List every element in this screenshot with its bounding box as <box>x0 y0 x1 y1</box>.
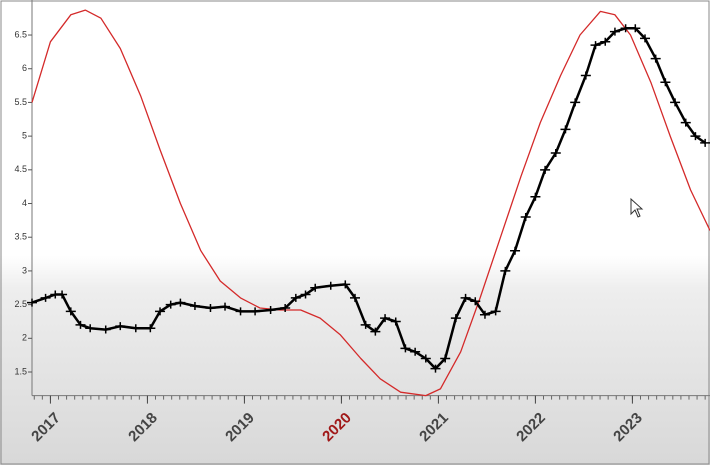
marker <box>189 301 200 310</box>
marker <box>609 27 620 36</box>
marker <box>205 303 216 312</box>
marker <box>325 281 336 290</box>
marker <box>380 314 391 323</box>
y-tick-label: 4.5 <box>14 164 27 174</box>
marker <box>349 293 360 302</box>
marker <box>670 98 681 107</box>
marker <box>440 354 451 363</box>
y-tick-label: 6.5 <box>14 29 27 39</box>
marker <box>370 327 381 336</box>
marker <box>300 290 311 299</box>
marker <box>490 307 501 316</box>
marker <box>540 165 551 174</box>
marker <box>310 283 321 292</box>
marker <box>530 192 541 201</box>
marker <box>57 290 68 299</box>
marker <box>500 266 511 275</box>
marker <box>265 306 276 315</box>
marker <box>660 78 671 87</box>
marker <box>560 125 571 134</box>
marker <box>700 138 710 147</box>
marker <box>100 325 111 334</box>
y-tick-label: 6 <box>22 63 27 73</box>
marker <box>340 280 351 289</box>
y-tick-label: 2 <box>22 333 27 343</box>
marker <box>690 132 701 141</box>
marker <box>175 298 186 307</box>
line <box>31 9 710 397</box>
marker <box>145 324 156 333</box>
marker <box>430 364 441 373</box>
marker <box>600 37 611 46</box>
marker <box>410 347 421 356</box>
marker <box>75 320 86 329</box>
marker <box>650 54 661 63</box>
marker <box>290 293 301 302</box>
marker <box>640 34 651 43</box>
marker <box>420 354 431 363</box>
marker <box>510 246 521 255</box>
marker <box>85 324 96 333</box>
marker <box>680 118 691 127</box>
marker <box>570 98 581 107</box>
marker <box>130 324 141 333</box>
marker <box>630 24 641 33</box>
y-tick-label: 5.5 <box>14 97 27 107</box>
marker <box>400 344 411 353</box>
marker <box>460 293 471 302</box>
marker <box>165 300 176 309</box>
marker <box>220 302 231 311</box>
marker <box>280 303 291 312</box>
marker <box>40 293 51 302</box>
marker <box>590 41 601 50</box>
y-tick-label: 1.5 <box>14 366 27 376</box>
marker <box>520 212 531 221</box>
y-tick-label: 5 <box>22 130 27 140</box>
marker <box>470 297 481 306</box>
marker <box>115 322 126 331</box>
y-tick-label: 4 <box>22 198 27 208</box>
marker <box>235 307 246 316</box>
marker <box>390 317 401 326</box>
y-tick-label: 3 <box>22 265 27 275</box>
marker <box>155 307 166 316</box>
marker <box>450 314 461 323</box>
marker <box>360 320 371 329</box>
marker <box>620 24 631 33</box>
mouse-cursor <box>630 197 644 218</box>
marker <box>250 307 261 316</box>
marker <box>27 298 37 307</box>
marker <box>65 307 76 316</box>
y-tick-label: 2.5 <box>14 299 27 309</box>
marker <box>580 71 591 80</box>
marker <box>479 310 490 319</box>
marker <box>550 148 561 157</box>
y-tick-label: 3.5 <box>14 232 27 242</box>
